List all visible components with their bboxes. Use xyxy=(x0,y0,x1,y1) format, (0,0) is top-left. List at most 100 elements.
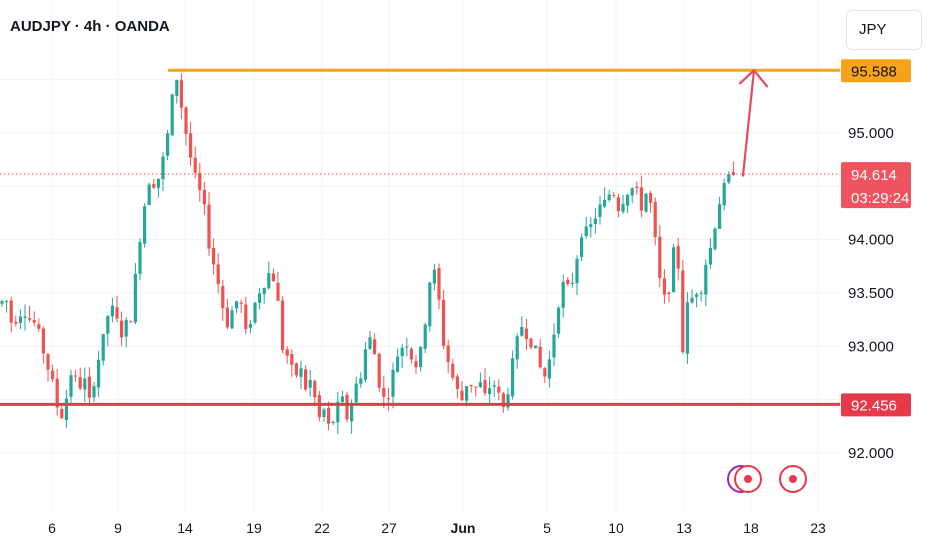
candle-body xyxy=(635,186,639,188)
candle-body xyxy=(152,184,156,188)
candle-body xyxy=(161,156,165,180)
candle-body xyxy=(55,378,59,408)
candle-body xyxy=(396,356,400,372)
candle-body xyxy=(147,184,151,206)
candle-body xyxy=(630,188,634,196)
candle-body xyxy=(667,292,671,295)
candle-body xyxy=(354,383,358,403)
candle-body xyxy=(644,193,648,212)
candle-body xyxy=(207,204,211,249)
candle-body xyxy=(373,339,377,355)
candle-body xyxy=(78,377,82,389)
candle-body xyxy=(120,320,124,338)
candle-body xyxy=(138,241,142,274)
candle-body xyxy=(41,328,45,354)
candle-body xyxy=(704,264,708,295)
candle-body xyxy=(662,278,666,295)
candle-body xyxy=(281,300,285,351)
candle-body xyxy=(566,279,570,285)
y-tick-label: 93.500 xyxy=(848,285,894,302)
candle-body xyxy=(713,228,717,249)
x-tick-label: 14 xyxy=(177,520,193,536)
candle-body xyxy=(308,380,312,388)
candle-body xyxy=(262,288,266,295)
candle-body xyxy=(5,300,9,302)
candle-body xyxy=(74,375,78,377)
candle-body xyxy=(23,316,27,318)
resistance-price-tag xyxy=(841,59,911,83)
candle-body xyxy=(37,324,41,329)
candle-body xyxy=(285,349,289,356)
candle-body xyxy=(212,248,216,265)
candle-body xyxy=(699,292,703,294)
candle-body xyxy=(124,319,128,337)
candle-body xyxy=(547,359,551,379)
candle-body xyxy=(589,224,593,228)
candle-body xyxy=(317,395,321,418)
countdown-label: 03:29:24 xyxy=(851,190,909,207)
candle-body xyxy=(672,247,676,292)
candle-body xyxy=(731,172,735,175)
candle-body xyxy=(497,386,501,393)
candle-body xyxy=(524,328,528,340)
candle-body xyxy=(506,394,510,408)
candle-body xyxy=(681,270,685,353)
candle-body xyxy=(179,80,183,108)
candle-body xyxy=(690,297,694,303)
support-price-label: 92.456 xyxy=(851,397,897,414)
candle-body xyxy=(708,248,712,265)
candle-body xyxy=(616,197,620,212)
candle-body xyxy=(474,386,478,388)
candle-body xyxy=(649,193,653,203)
candle-body xyxy=(363,349,367,380)
candle-body xyxy=(405,346,409,348)
candle-body xyxy=(685,302,689,354)
candle-body xyxy=(612,195,616,197)
candle-body xyxy=(520,327,524,336)
candle-body xyxy=(9,300,13,323)
candle-body xyxy=(359,378,363,384)
candle-body xyxy=(593,218,597,224)
candle-body xyxy=(202,189,206,205)
x-tick-label: 13 xyxy=(676,520,692,536)
candle-body xyxy=(193,157,197,173)
candle-body xyxy=(414,361,418,368)
candle-body xyxy=(511,358,515,397)
candle-body xyxy=(106,316,110,334)
candle-body xyxy=(340,396,344,402)
chart-title: AUDJPY · 4h · OANDA xyxy=(10,18,170,35)
candle-body xyxy=(60,408,64,419)
candle-body xyxy=(423,324,427,349)
x-tick-label: 6 xyxy=(48,520,56,536)
currency-button[interactable]: JPY xyxy=(846,10,922,50)
candle-body xyxy=(258,293,262,303)
last-price-tag xyxy=(841,162,911,209)
candle-body xyxy=(603,199,607,207)
candle-body xyxy=(313,380,317,398)
candle-body xyxy=(248,324,252,328)
candle-body xyxy=(368,337,372,349)
y-tick-label: 92.000 xyxy=(848,445,894,462)
candle-body xyxy=(166,133,170,156)
x-tick-label: 9 xyxy=(114,520,122,536)
y-tick-label: 95.000 xyxy=(848,125,894,142)
candle-body xyxy=(432,269,436,284)
candle-body xyxy=(83,378,87,390)
candle-body xyxy=(184,107,188,135)
candle-body xyxy=(235,301,239,309)
x-tick-label: 27 xyxy=(381,520,397,536)
candle-body xyxy=(478,382,482,388)
candle-body xyxy=(156,178,160,188)
candle-body xyxy=(271,273,275,282)
candle-body xyxy=(695,294,699,297)
x-tick-label: 19 xyxy=(246,520,262,536)
candle-body xyxy=(46,354,50,370)
candle-body xyxy=(529,338,533,348)
candle-body xyxy=(331,421,335,424)
x-tick-label: 10 xyxy=(608,520,624,536)
candle-body xyxy=(51,370,55,380)
candle-body xyxy=(534,345,538,349)
event-marker-dot xyxy=(744,475,752,483)
candle-body xyxy=(722,183,726,206)
